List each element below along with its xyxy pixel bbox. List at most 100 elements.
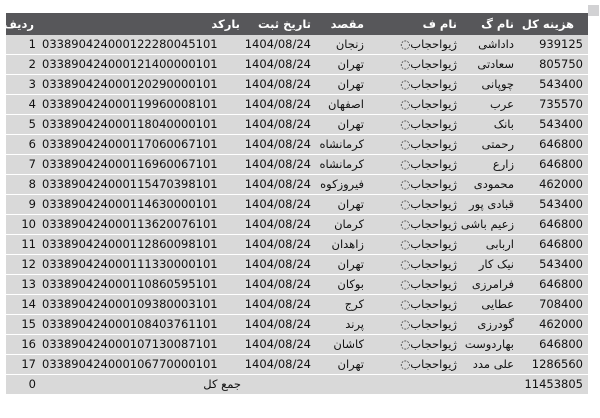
cell-cost[interactable]: 805750 <box>518 55 588 75</box>
cell-dest[interactable]: تهران <box>315 55 368 75</box>
cell-name_f[interactable]: ژیواحجاب◌ <box>368 295 461 315</box>
table-row[interactable]: 646800 زارع ژیواحجاب◌ کرمانشاه 1404/08/24 033… <box>6 155 588 175</box>
cell-barcode[interactable]: 033890424000115470398101 <box>38 175 245 195</box>
cell-barcode[interactable]: 033890424000114630000101 <box>38 195 245 215</box>
cell-cost[interactable]: 543400 <box>518 75 588 95</box>
cell-barcode[interactable]: 033890424000107130087101 <box>38 335 245 355</box>
cell-row[interactable]: 16 <box>6 335 38 355</box>
cell-dest[interactable]: تهران <box>315 255 368 275</box>
cell-name_f[interactable]: ژیواحجاب◌ <box>368 315 461 335</box>
cell-dest[interactable]: پرند <box>315 315 368 335</box>
cell-name_f[interactable]: ژیواحجاب◌ <box>368 35 461 55</box>
cell-row[interactable]: 7 <box>6 155 38 175</box>
cell-name_f[interactable]: ژیواحجاب◌ <box>368 195 461 215</box>
cell-barcode[interactable]: 033890424000118040000101 <box>38 115 245 135</box>
cell-barcode[interactable]: 033890424000122280045101 <box>38 35 245 55</box>
cell-name_g[interactable]: عرب <box>461 95 518 115</box>
table-row[interactable]: 805750 سعادتی ژیواحجاب◌ تهران 1404/08/24 0338… <box>6 55 588 75</box>
table-row[interactable]: 543400 قبادی پور ژیواحجاب◌ تهران 1404/08/24 0… <box>6 195 588 215</box>
cell-name_g[interactable]: نیک کار <box>461 255 518 275</box>
cell-name_f[interactable]: ژیواحجاب◌ <box>368 335 461 355</box>
cell-name_g[interactable]: بهاردوست <box>461 335 518 355</box>
column-header-cost[interactable]: هزینه کل <box>518 13 588 35</box>
cell-name_f[interactable]: ژیواحجاب◌ <box>368 95 461 115</box>
cell-row[interactable]: 2 <box>6 55 38 75</box>
column-header-dest[interactable]: مقصد <box>315 13 368 35</box>
cell-date[interactable]: 1404/08/24 <box>245 55 315 75</box>
cell-name_g[interactable]: عطایی <box>461 295 518 315</box>
cell-row[interactable]: 11 <box>6 235 38 255</box>
cell-row[interactable]: 17 <box>6 355 38 375</box>
cell-barcode[interactable]: 033890424000120290000101 <box>38 75 245 95</box>
cell-cost[interactable]: 646800 <box>518 335 588 355</box>
cell-name_g[interactable]: علی مدد <box>461 355 518 375</box>
cell-dest[interactable]: کرمانشاه <box>315 155 368 175</box>
cell-barcode[interactable]: 033890424000111330000101 <box>38 255 245 275</box>
table-row[interactable]: 939125 داداشی ژیواحجاب◌ زنجان 1404/08/24 0338… <box>6 35 588 55</box>
cell-row[interactable]: 13 <box>6 275 38 295</box>
cell-date[interactable]: 1404/08/24 <box>245 275 315 295</box>
cell-date[interactable]: 1404/08/24 <box>245 335 315 355</box>
table-row[interactable]: 543400 چوپانی ژیواحجاب◌ تهران 1404/08/24 0338… <box>6 75 588 95</box>
cell-cost[interactable]: 462000 <box>518 175 588 195</box>
cell-name_f[interactable]: ژیواحجاب◌ <box>368 135 461 155</box>
cell-name_f[interactable]: ژیواحجاب◌ <box>368 55 461 75</box>
cell-name_g[interactable]: قبادی پور <box>461 195 518 215</box>
table-row[interactable]: 646800 بهاردوست ژیواحجاب◌ کاشان 1404/08/24 03… <box>6 335 588 355</box>
cell-barcode[interactable]: 033890424000106770000101 <box>38 355 245 375</box>
table-row[interactable]: 1286560 علی مدد ژیواحجاب◌ تهران 1404/08/24 03… <box>6 355 588 375</box>
cell-date[interactable]: 1404/08/24 <box>245 115 315 135</box>
table-row[interactable]: 462000 محمودی ژیواحجاب◌ فیروزکوه 1404/08/24 0… <box>6 175 588 195</box>
table-row[interactable]: 543400 نیک کار ژیواحجاب◌ تهران 1404/08/24 033… <box>6 255 588 275</box>
cell-date[interactable]: 1404/08/24 <box>245 235 315 255</box>
table-row[interactable]: 708400 عطایی ژیواحجاب◌ کرج 1404/08/24 0338904… <box>6 295 588 315</box>
cell-name_g[interactable]: داداشی <box>461 35 518 55</box>
cell-name_f[interactable]: ژیواحجاب◌ <box>368 215 461 235</box>
cell-name_f[interactable]: ژیواحجاب◌ <box>368 355 461 375</box>
cell-cost[interactable]: 646800 <box>518 135 588 155</box>
table-row[interactable]: 646800 فرامرزی ژیواحجاب◌ بوکان 1404/08/24 033… <box>6 275 588 295</box>
cell-dest[interactable]: کرج <box>315 295 368 315</box>
table-row[interactable]: 646800 رحمتی ژیواحجاب◌ کرمانشاه 1404/08/24 03… <box>6 135 588 155</box>
cell-name_g[interactable]: اربابی <box>461 235 518 255</box>
cell-date[interactable]: 1404/08/24 <box>245 95 315 115</box>
cell-date[interactable]: 1404/08/24 <box>245 295 315 315</box>
table-row[interactable]: 646800 اربابی ژیواحجاب◌ زاهدان 1404/08/24 033… <box>6 235 588 255</box>
cell-barcode[interactable]: 033890424000113620076101 <box>38 215 245 235</box>
cell-dest[interactable]: تهران <box>315 115 368 135</box>
cell-barcode[interactable]: 033890424000112860098101 <box>38 235 245 255</box>
cell-row[interactable]: 6 <box>6 135 38 155</box>
cell-barcode[interactable]: 033890424000110860595101 <box>38 275 245 295</box>
cell-name_g[interactable]: سعادتی <box>461 55 518 75</box>
cell-row[interactable]: 9 <box>6 195 38 215</box>
cell-date[interactable]: 1404/08/24 <box>245 255 315 275</box>
cell-row[interactable]: 4 <box>6 95 38 115</box>
cell-name_g[interactable]: چوپانی <box>461 75 518 95</box>
table-row[interactable]: 646800 زعیم باشی ژیواحجاب◌ کرمان 1404/08/24 0… <box>6 215 588 235</box>
cell-date[interactable]: 1404/08/24 <box>245 155 315 175</box>
cell-name_f[interactable]: ژیواحجاب◌ <box>368 275 461 295</box>
cell-cost[interactable]: 646800 <box>518 215 588 235</box>
cell-name_g[interactable]: بانک <box>461 115 518 135</box>
cell-name_g[interactable]: رحمتی <box>461 135 518 155</box>
cell-dest[interactable]: فیروزکوه <box>315 175 368 195</box>
cell-name_f[interactable]: ژیواحجاب◌ <box>368 175 461 195</box>
cell-row[interactable]: 1 <box>6 35 38 55</box>
table-row[interactable]: 735570 عرب ژیواحجاب◌ اصفهان 1404/08/24 033890… <box>6 95 588 115</box>
cell-date[interactable]: 1404/08/24 <box>245 355 315 375</box>
cell-dest[interactable]: تهران <box>315 355 368 375</box>
cell-barcode[interactable]: 033890424000121400000101 <box>38 55 245 75</box>
cell-cost[interactable]: 708400 <box>518 295 588 315</box>
cell-row[interactable]: 15 <box>6 315 38 335</box>
column-header-barcode[interactable]: بارکد <box>38 13 245 35</box>
cell-date[interactable]: 1404/08/24 <box>245 35 315 55</box>
cell-date[interactable]: 1404/08/24 <box>245 135 315 155</box>
cell-cost[interactable]: 462000 <box>518 315 588 335</box>
cell-dest[interactable]: تهران <box>315 75 368 95</box>
cell-dest[interactable]: زاهدان <box>315 235 368 255</box>
cell-cost[interactable]: 646800 <box>518 155 588 175</box>
cell-date[interactable]: 1404/08/24 <box>245 315 315 335</box>
cell-barcode[interactable]: 033890424000109380003101 <box>38 295 245 315</box>
cell-name_g[interactable]: زعیم باشی <box>461 215 518 235</box>
cell-dest[interactable]: کرمانشاه <box>315 135 368 155</box>
